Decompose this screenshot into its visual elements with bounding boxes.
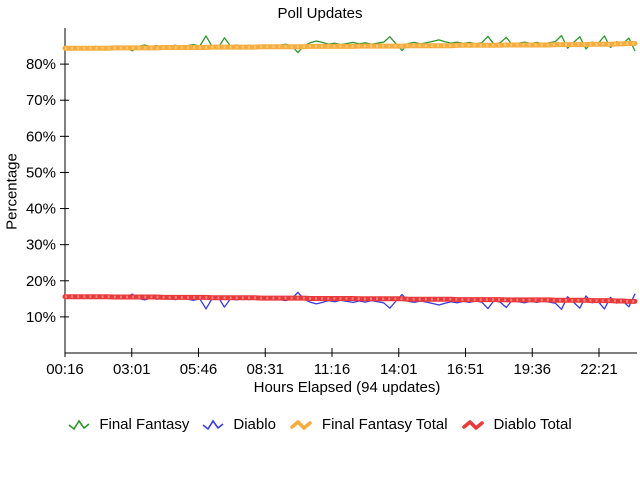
x-axis-label: Hours Elapsed (94 updates) (253, 379, 441, 396)
legend-item-diablo: Diablo (202, 416, 276, 433)
legend-label-diablo: Diablo (233, 416, 276, 433)
legend-item-final-fantasy-total: Final Fantasy Total (289, 416, 448, 433)
legend-item-final-fantasy: Final Fantasy (68, 416, 189, 433)
final-fantasy-line-icon (68, 419, 90, 430)
y-tick-label: 50% (26, 164, 56, 181)
y-tick-label: 70% (26, 92, 56, 109)
y-axis-label: Percentage (3, 153, 21, 230)
x-tick-label: 19:36 (513, 361, 551, 378)
x-tick-label: 11:16 (314, 361, 350, 378)
y-tick-label: 10% (26, 309, 56, 326)
x-tick-label: 16:51 (447, 361, 485, 378)
x-tick-label: 08:31 (246, 361, 284, 378)
x-tick-label: 05:46 (180, 361, 218, 378)
y-tick-label: 40% (26, 201, 56, 218)
y-tick-label: 60% (26, 128, 56, 145)
legend-label-diablo-total: Diablo Total (493, 416, 572, 433)
y-tick-label: 30% (26, 237, 56, 254)
series-final-fantasy-total-line (62, 41, 638, 51)
legend-label-final-fantasy: Final Fantasy (99, 416, 190, 433)
chart-legend: Final Fantasy Diablo Final Fantasy Total… (0, 416, 640, 433)
y-tick-label: 20% (26, 273, 56, 290)
x-tick-label: 22:21 (580, 361, 618, 378)
x-tick-label: 14:01 (380, 361, 418, 378)
legend-label-final-fantasy-total: Final Fantasy Total (321, 416, 448, 433)
chart-title: Poll Updates (277, 5, 363, 22)
diablo-total-line-icon (461, 419, 484, 430)
diablo-line-icon (202, 419, 224, 430)
series-diablo-total-line (62, 294, 638, 304)
y-tick-label: 80% (26, 56, 56, 73)
x-tick-label: 00:16 (46, 361, 84, 378)
final-fantasy-total-line-icon (290, 419, 312, 430)
legend-item-diablo-total: Diablo Total (461, 416, 572, 433)
x-tick-label: 03:01 (113, 361, 151, 378)
